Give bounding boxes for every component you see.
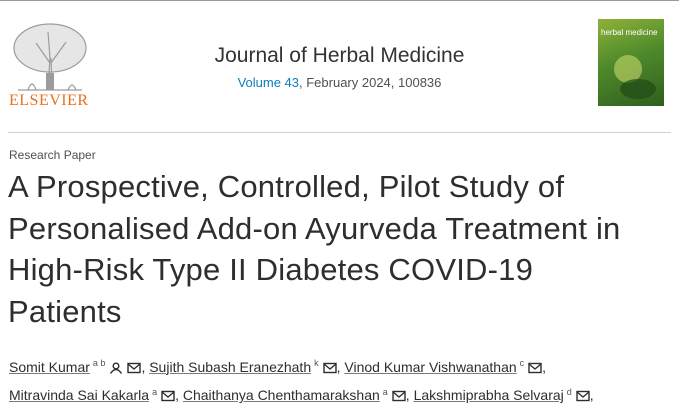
author: Somit Kumar a b, — [9, 358, 146, 375]
separator: , — [336, 358, 341, 375]
issue-line: Volume 43, February 2024, 100836 — [0, 75, 679, 90]
affiliation-marks: c — [519, 358, 525, 368]
email-icon[interactable] — [161, 390, 175, 402]
publisher-logo[interactable] — [8, 18, 92, 110]
author: Mitravinda Sai Kakarla a, — [9, 386, 179, 404]
author-name[interactable]: Somit Kumar — [9, 358, 90, 375]
header-divider — [8, 132, 671, 133]
author-name[interactable]: Vinod Kumar Vishwanathan — [344, 358, 517, 375]
publisher-name: ELSEVIER — [9, 92, 89, 109]
author-list: Somit Kumar a b, Sujith Subash Eranezhath… — [9, 351, 674, 408]
title-line: A Prospective, Controlled, Pilot Study o… — [8, 169, 565, 204]
issue-info: , February 2024, 100836 — [299, 75, 442, 90]
affiliation-marks: a — [152, 386, 158, 397]
author-name[interactable]: Chaithanya Chenthamarakshan — [182, 387, 380, 404]
affiliation-marks: a — [382, 386, 388, 397]
top-border — [0, 0, 679, 1]
email-icon[interactable] — [528, 362, 542, 374]
journal-cover[interactable]: herbal medicine — [598, 19, 664, 106]
article-title: A Prospective, Controlled, Pilot Study o… — [8, 166, 621, 332]
author: Vinod Kumar Vishwanathan c, — [344, 358, 547, 375]
article-type: Research Paper — [9, 148, 96, 162]
author: Sujith Subash Eranezhath k, — [149, 358, 341, 375]
separator: , — [141, 358, 146, 375]
journal-title: Journal of Herbal Medicine — [0, 44, 679, 68]
title-line: Personalised Add-on Ayurveda Treatment i… — [8, 210, 621, 246]
separator: , — [542, 358, 547, 375]
author: Lakshmiprabha Selvaraj d, — [413, 386, 594, 404]
affiliation-marks: d — [566, 386, 572, 397]
title-line: Patients — [8, 293, 122, 329]
email-icon[interactable] — [392, 390, 406, 402]
separator: , — [175, 387, 179, 404]
affiliation-marks: k — [314, 358, 319, 368]
cover-title: herbal medicine — [601, 28, 658, 37]
email-icon[interactable] — [127, 362, 142, 374]
email-icon[interactable] — [576, 390, 590, 402]
cover-art — [614, 55, 656, 99]
separator: , — [405, 387, 410, 404]
author-name[interactable]: Sujith Subash Eranezhath — [149, 358, 312, 375]
author-name[interactable]: Lakshmiprabha Selvaraj — [413, 387, 564, 404]
journal-link[interactable]: Journal of Herbal Medicine — [214, 44, 465, 67]
title-line: High-Risk Type II Diabetes COVID-19 — [8, 252, 534, 287]
profile-icon[interactable] — [109, 362, 123, 374]
author-name[interactable]: Mitravinda Sai Kakarla — [9, 387, 150, 404]
affiliation-marks: a b — [92, 358, 106, 368]
volume-link[interactable]: Volume 43 — [237, 75, 300, 90]
author: Chaithanya Chenthamarakshan a, — [182, 386, 410, 404]
email-icon[interactable] — [322, 362, 337, 374]
separator: , — [589, 387, 594, 404]
